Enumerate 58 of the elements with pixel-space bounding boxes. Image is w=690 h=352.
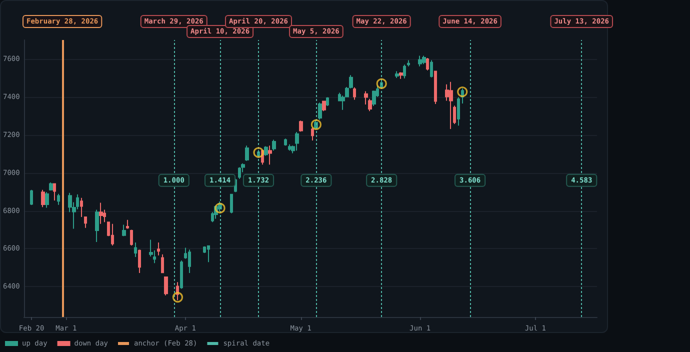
candlestick [403, 64, 406, 79]
candlestick [45, 192, 49, 208]
candlestick [41, 189, 45, 208]
candlestick [418, 55, 422, 67]
candlestick [157, 242, 160, 256]
candlestick [288, 144, 291, 152]
candlestick [322, 100, 326, 112]
candlestick [180, 260, 183, 290]
candlestick [49, 182, 53, 191]
candlestick [111, 223, 114, 246]
candlestick [311, 127, 314, 142]
candlestick [238, 166, 241, 180]
candlestick [326, 96, 329, 107]
candlestick [126, 219, 129, 230]
candlestick [422, 55, 426, 65]
candlestick [84, 216, 87, 228]
candlestick [430, 60, 433, 78]
candlestick [457, 96, 460, 126]
candlestick [130, 229, 133, 246]
candlestick [53, 182, 56, 202]
candlestick [364, 90, 368, 106]
candlestick [395, 70, 399, 78]
candlestick [434, 70, 437, 104]
point [253, 147, 264, 158]
point [457, 86, 468, 98]
candlestick [161, 254, 164, 274]
candlestick [99, 202, 103, 224]
candlestick [207, 245, 210, 263]
candlestick [407, 60, 410, 67]
candlestick [453, 105, 456, 125]
candlestick [372, 90, 376, 107]
candlestick [134, 242, 137, 258]
candlestick [30, 189, 33, 206]
candlestick [399, 72, 403, 80]
candlestick [230, 193, 233, 214]
candlestick [318, 102, 322, 120]
candlestick [80, 197, 83, 218]
candlestick [353, 86, 356, 100]
candlestick [95, 209, 99, 243]
candlestick [272, 139, 276, 152]
candlestick [264, 146, 268, 156]
candlestick [188, 249, 191, 274]
candlestick [245, 145, 249, 162]
point [172, 292, 184, 303]
candlestick [284, 138, 287, 146]
candlestick [57, 193, 60, 206]
candlestick [164, 276, 168, 296]
candlestick [299, 120, 303, 132]
candlestick [426, 58, 429, 71]
candlestick [138, 249, 141, 274]
candlestick [268, 145, 272, 166]
point [310, 119, 322, 130]
point [214, 202, 226, 214]
point [376, 78, 387, 89]
candlestick [295, 132, 299, 152]
candlestick [122, 224, 126, 237]
candlestick [449, 81, 453, 130]
candlestick [368, 98, 372, 112]
